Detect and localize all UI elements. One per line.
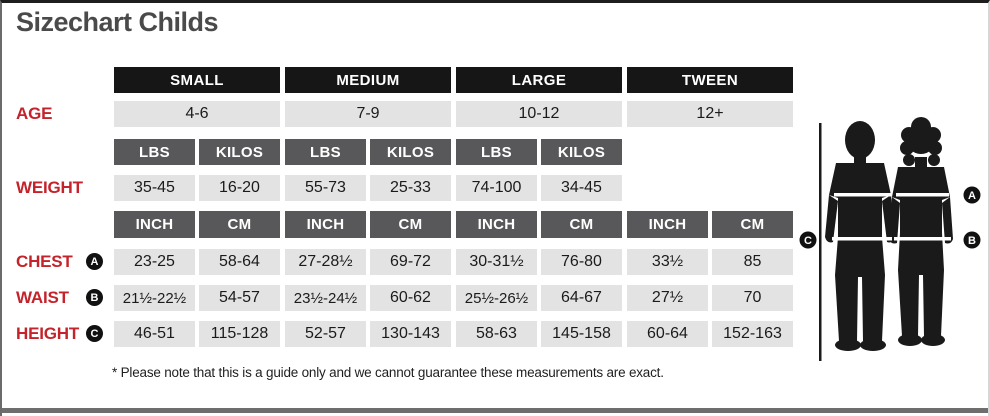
size-header-tween: TWEEN [627, 67, 793, 93]
unit-header-lbs: LBS [114, 139, 195, 165]
girl-silhouette [889, 117, 953, 346]
waist-cell: 70 [712, 285, 793, 311]
height-cell: 130-143 [370, 321, 451, 347]
weight-cell: 35-45 [114, 175, 195, 201]
height-cell: 60-64 [627, 321, 708, 347]
weight-cell: 25-33 [370, 175, 451, 201]
row-label-height: HEIGHT [16, 324, 80, 343]
height-cell: 46-51 [114, 321, 195, 347]
height-marker-badge: C [86, 325, 103, 342]
row-label-weight: WEIGHT [16, 178, 83, 197]
waist-cell: 27½ [627, 285, 708, 311]
marker-a-badge: A [963, 186, 981, 204]
svg-text:C: C [804, 235, 812, 247]
unit-header-inch: INCH [114, 211, 195, 238]
waist-cell: 60-62 [370, 285, 451, 311]
unit-header-inch: INCH [285, 211, 366, 238]
height-cell: 115-128 [199, 321, 280, 347]
weight-cell: 55-73 [285, 175, 366, 201]
size-header-medium: MEDIUM [285, 67, 451, 93]
marker-b-badge: B [963, 231, 981, 249]
waist-cell: 23½-24½ [285, 285, 366, 311]
unit-header-inch: INCH [627, 211, 708, 238]
unit-header-kilos: KILOS [370, 139, 451, 165]
children-silhouette-diagram: A B C [799, 117, 981, 361]
waist-cell: 21½-22½ [114, 285, 195, 311]
unit-header-kilos: KILOS [541, 139, 622, 165]
waist-cell: 25½-26½ [456, 285, 537, 311]
waist-cell: 54-57 [199, 285, 280, 311]
age-cell: 10-12 [456, 101, 622, 127]
unit-header-cm: CM [199, 211, 280, 238]
marker-c-badge: C [799, 231, 817, 249]
chest-line [834, 193, 891, 197]
unit-header-lbs: LBS [456, 139, 537, 165]
height-cell: 58-63 [456, 321, 537, 347]
chest-cell: 76-80 [541, 249, 622, 275]
weight-cell: 74-100 [456, 175, 537, 201]
chest-cell: 23-25 [114, 249, 195, 275]
chest-cell: 30-31½ [456, 249, 537, 275]
unit-header-lbs: LBS [285, 139, 366, 165]
chest-marker-badge: A [86, 253, 103, 270]
waist-line [832, 237, 892, 241]
row-label-chest: CHEST [16, 252, 73, 271]
chest-cell: 33½ [627, 249, 708, 275]
weight-cell: 16-20 [199, 175, 280, 201]
unit-header-inch: INCH [456, 211, 537, 238]
waist-marker-badge: B [86, 289, 103, 306]
waist-cell: 64-67 [541, 285, 622, 311]
chest-cell: 27-28½ [285, 249, 366, 275]
row-label-age: AGE [16, 104, 53, 123]
weight-cell: 34-45 [541, 175, 622, 201]
height-measure-line [819, 123, 822, 361]
unit-header-cm: CM [370, 211, 451, 238]
height-cell: 52-57 [285, 321, 366, 347]
boy-silhouette [825, 121, 895, 351]
svg-text:A: A [968, 190, 976, 202]
size-header-small: SMALL [114, 67, 280, 93]
age-cell: 7-9 [285, 101, 451, 127]
bottom-border-bar [2, 408, 988, 413]
unit-header-cm: CM [712, 211, 793, 238]
chest-cell: 85 [712, 249, 793, 275]
waist-line [894, 237, 951, 241]
chest-line [896, 193, 949, 197]
chest-cell: 58-64 [199, 249, 280, 275]
size-header-large: LARGE [456, 67, 622, 93]
unit-header-cm: CM [541, 211, 622, 238]
unit-header-kilos: KILOS [199, 139, 280, 165]
chest-cell: 69-72 [370, 249, 451, 275]
age-cell: 12+ [627, 101, 793, 127]
age-cell: 4-6 [114, 101, 280, 127]
footnote: * Please note that this is a guide only … [112, 365, 664, 380]
row-label-waist: WAIST [16, 288, 69, 307]
page-title: Sizechart Childs [16, 7, 219, 37]
svg-text:B: B [968, 235, 976, 247]
height-cell: 145-158 [541, 321, 622, 347]
height-cell: 152-163 [712, 321, 793, 347]
